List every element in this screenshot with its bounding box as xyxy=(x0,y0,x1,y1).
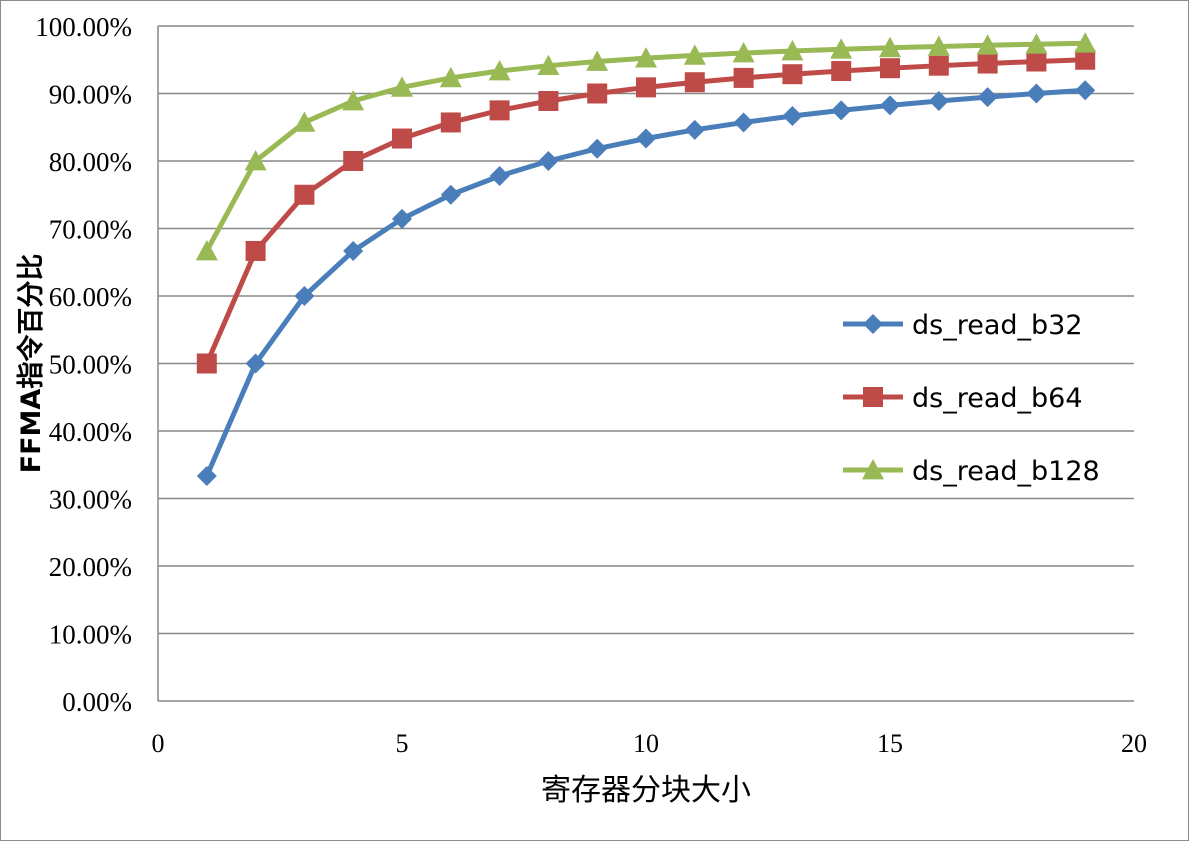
data-point-ds_read_b32 xyxy=(977,87,998,108)
data-point-ds_read_b64 xyxy=(831,61,852,82)
x-tick-label: 10 xyxy=(633,729,659,758)
data-point-ds_read_b128 xyxy=(879,36,901,58)
data-point-ds_read_b128 xyxy=(830,38,853,59)
data-point-ds_read_b128 xyxy=(293,111,316,132)
data-point-ds_read_b32 xyxy=(489,165,510,186)
series-layer xyxy=(195,32,1097,487)
data-point-ds_read_b32 xyxy=(440,184,461,205)
x-tick-label: 0 xyxy=(152,729,165,758)
data-point-ds_read_b64 xyxy=(1026,51,1047,72)
data-point-ds_read_b128 xyxy=(439,66,462,88)
data-point-ds_read_b64 xyxy=(245,240,266,261)
data-point-ds_read_b128 xyxy=(488,60,511,81)
legend-label: ds_read_b32 xyxy=(912,310,1083,341)
data-point-ds_read_b128 xyxy=(927,35,950,56)
data-point-ds_read_b128 xyxy=(586,50,609,71)
data-point-ds_read_b64 xyxy=(343,151,364,171)
y-tick-labels: 0.00% 10.00% 20.00% 30.00% 40.00% 50.00% 60.00… xyxy=(35,12,132,717)
data-point-ds_read_b64 xyxy=(196,353,217,374)
data-point-ds_read_b32 xyxy=(928,90,949,111)
legend-entry-ds_read_b128: ds_read_b128 xyxy=(843,456,1100,487)
x-tick-labels: 0 5 10 15 20 xyxy=(152,729,1148,758)
y-tick-label: 20.00% xyxy=(49,552,132,582)
data-point-ds_read_b64 xyxy=(684,72,705,93)
y-tick-label: 0.00% xyxy=(62,687,132,717)
legend-marker xyxy=(863,314,883,334)
y-tick-label: 100.00% xyxy=(35,12,132,42)
data-point-ds_read_b64 xyxy=(928,55,949,76)
legend-marker xyxy=(863,387,883,407)
x-axis-label: 寄存器分块大小 xyxy=(541,774,751,807)
data-point-ds_read_b32 xyxy=(196,466,217,487)
data-point-ds_read_b32 xyxy=(1026,83,1047,104)
data-point-ds_read_b128 xyxy=(195,239,218,261)
data-point-ds_read_b64 xyxy=(782,64,803,85)
data-point-ds_read_b64 xyxy=(636,77,656,98)
data-point-ds_read_b64 xyxy=(440,112,461,133)
data-point-ds_read_b64 xyxy=(489,100,510,121)
data-point-ds_read_b32 xyxy=(636,128,656,149)
data-point-ds_read_b64 xyxy=(294,184,315,205)
y-tick-label: 60.00% xyxy=(49,282,132,312)
data-point-ds_read_b32 xyxy=(684,119,705,140)
data-point-ds_read_b32 xyxy=(587,138,608,159)
legend-entry-ds_read_b32: ds_read_b32 xyxy=(843,310,1083,341)
y-tick-label: 90.00% xyxy=(49,80,132,110)
data-point-ds_read_b32 xyxy=(880,95,900,116)
legend-label: ds_read_b64 xyxy=(912,383,1083,414)
data-point-ds_read_b32 xyxy=(733,112,754,133)
data-point-ds_read_b128 xyxy=(244,150,267,171)
data-point-ds_read_b64 xyxy=(587,83,608,104)
y-tick-label: 70.00% xyxy=(49,215,132,245)
data-point-ds_read_b32 xyxy=(392,208,412,229)
data-point-ds_read_b64 xyxy=(733,67,754,88)
series-ds_read_b32 xyxy=(196,80,1096,487)
data-point-ds_read_b128 xyxy=(1074,32,1097,53)
data-point-ds_read_b32 xyxy=(782,105,803,126)
data-point-ds_read_b128 xyxy=(391,76,413,97)
data-point-ds_read_b128 xyxy=(976,34,999,55)
data-point-ds_read_b128 xyxy=(683,44,706,65)
data-point-ds_read_b128 xyxy=(732,42,755,63)
data-point-ds_read_b32 xyxy=(1075,80,1096,101)
axes xyxy=(157,26,1134,702)
data-point-ds_read_b64 xyxy=(538,90,559,111)
x-tick-label: 5 xyxy=(396,729,409,758)
data-point-ds_read_b128 xyxy=(781,39,804,61)
series-ds_read_b64 xyxy=(196,49,1096,374)
x-tick-label: 15 xyxy=(877,729,903,758)
legend-label: ds_read_b128 xyxy=(912,456,1100,487)
legend-marker xyxy=(862,459,884,480)
series-ds_read_b128 xyxy=(195,32,1097,261)
data-point-ds_read_b64 xyxy=(977,53,998,74)
data-point-ds_read_b128 xyxy=(342,89,365,111)
data-point-ds_read_b64 xyxy=(1075,49,1096,70)
y-tick-label: 80.00% xyxy=(49,147,132,177)
y-tick-label: 10.00% xyxy=(49,620,132,650)
data-point-ds_read_b32 xyxy=(538,151,559,171)
y-axis-label: FFMA指令百分比 xyxy=(15,254,47,474)
y-tick-label: 50.00% xyxy=(49,350,132,380)
legend: ds_read_b32 ds_read_b64 ds_read_b128 xyxy=(843,310,1100,487)
data-point-ds_read_b64 xyxy=(392,128,412,149)
data-point-ds_read_b32 xyxy=(294,286,315,306)
y-tick-label: 40.00% xyxy=(49,417,132,447)
y-tick-label: 30.00% xyxy=(49,485,132,515)
data-point-ds_read_b128 xyxy=(1025,33,1048,54)
data-point-ds_read_b128 xyxy=(537,54,560,76)
data-point-ds_read_b32 xyxy=(343,240,364,261)
data-point-ds_read_b32 xyxy=(245,353,266,374)
data-point-ds_read_b128 xyxy=(635,47,657,68)
data-point-ds_read_b32 xyxy=(831,100,852,121)
data-point-ds_read_b64 xyxy=(880,58,900,79)
x-tick-label: 20 xyxy=(1121,729,1147,758)
legend-entry-ds_read_b64: ds_read_b64 xyxy=(843,383,1083,414)
